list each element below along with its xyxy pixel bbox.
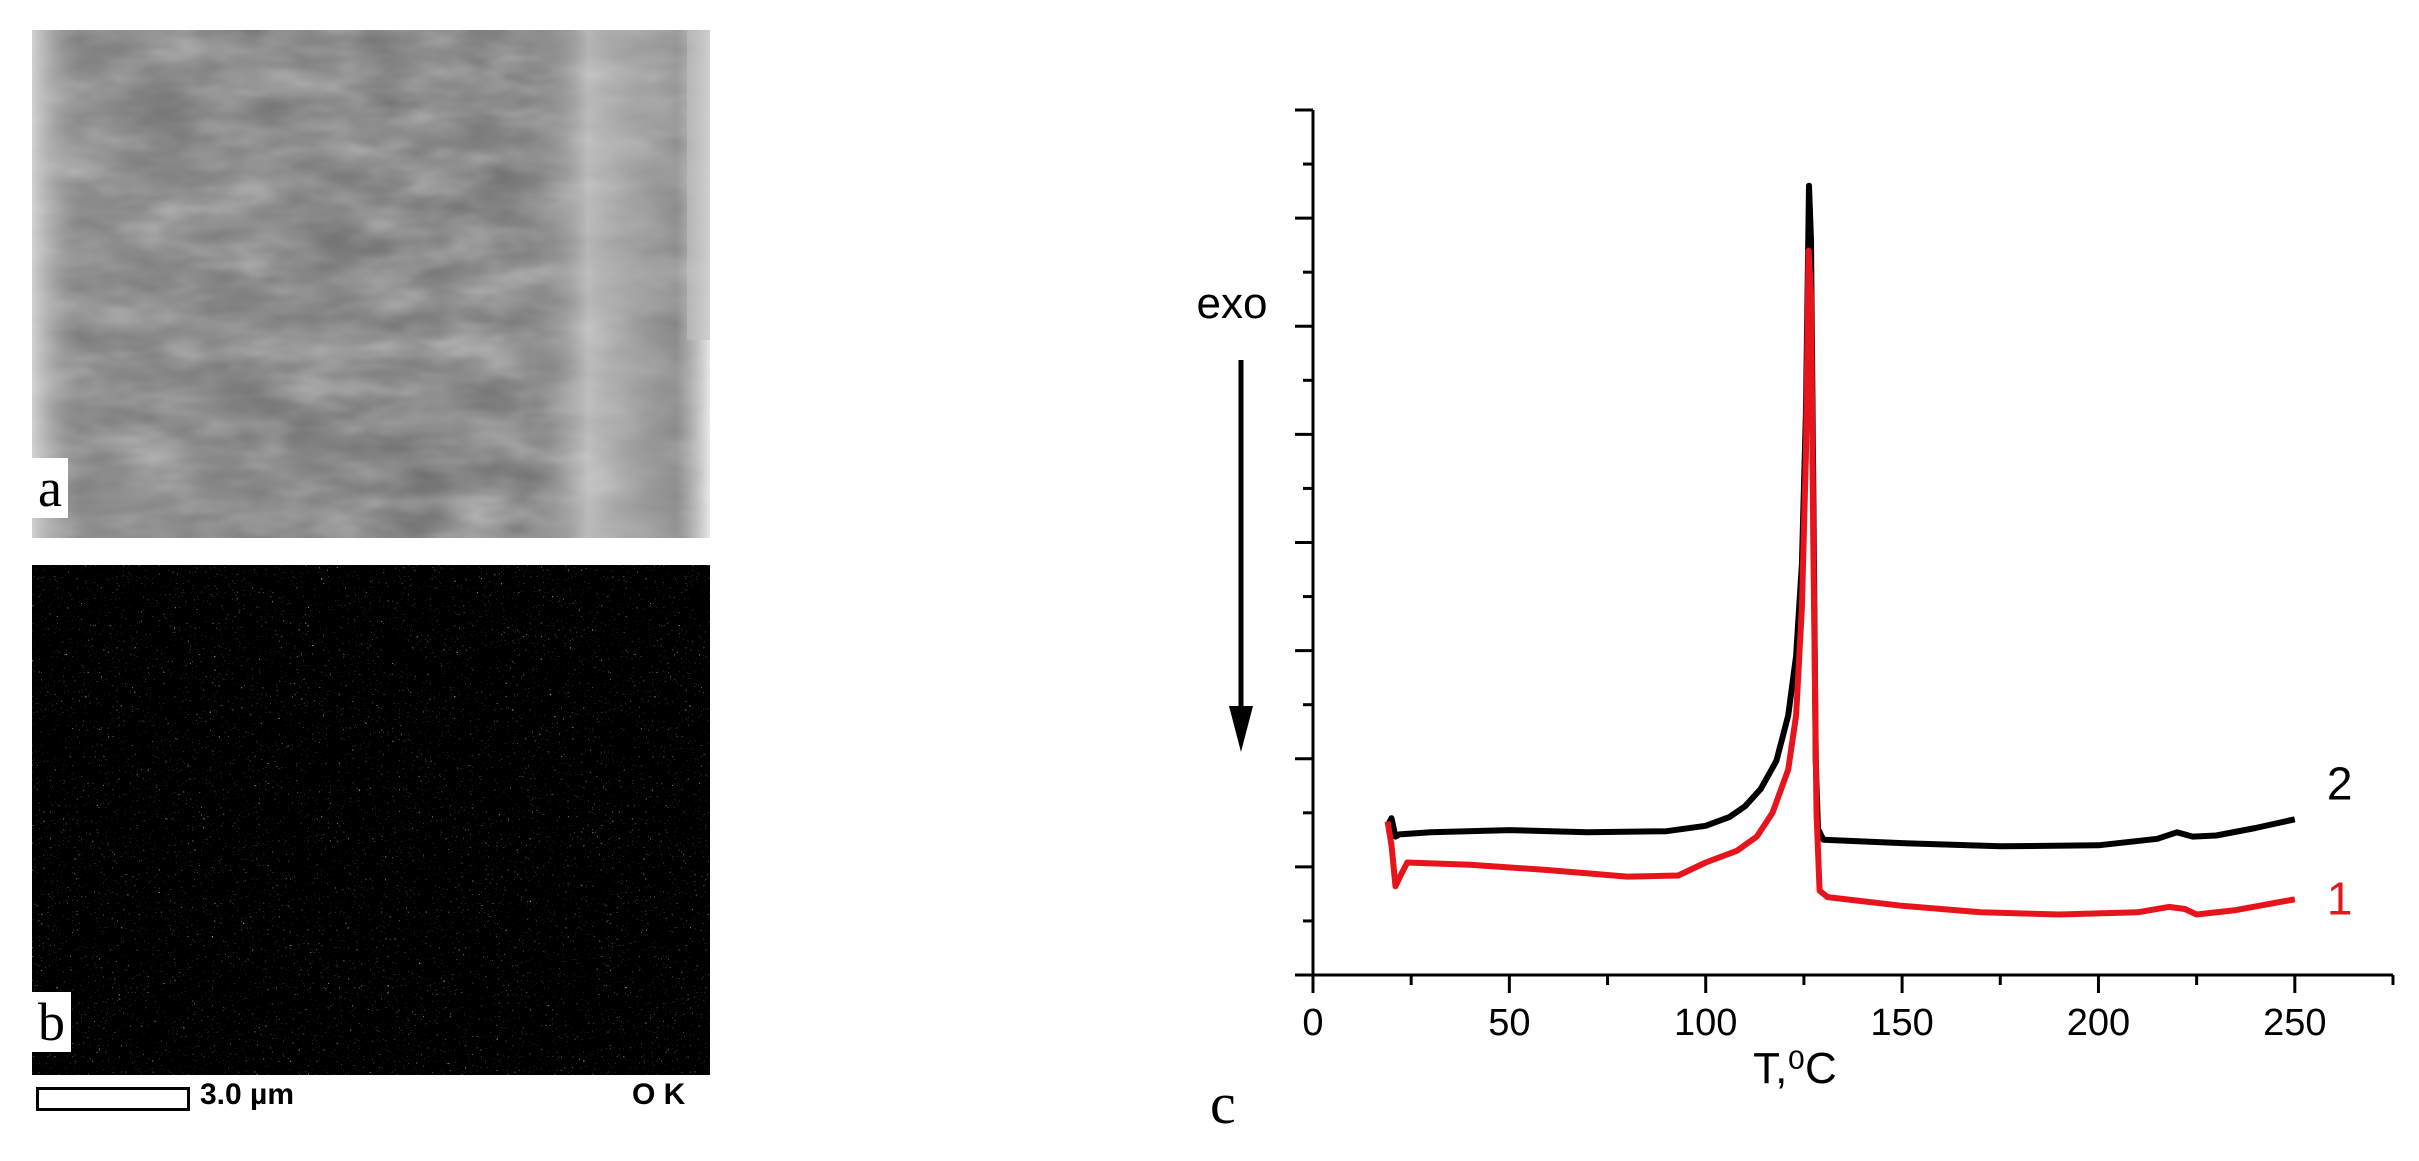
exo-arrow <box>1229 360 1253 752</box>
scale-bar-label: 3.0 µm <box>200 1078 294 1111</box>
x-tick-label: 100 <box>1674 1002 1737 1044</box>
chart-axes <box>1311 110 2393 977</box>
series-line-2 <box>1384 182 2296 850</box>
element-label: O K <box>632 1078 686 1111</box>
exo-annotation: exo <box>1197 279 1268 328</box>
chart-lines: 21 <box>1384 182 2353 924</box>
x-axis-label: T,⁰C <box>1753 1044 1837 1093</box>
series-label-2: 2 <box>2327 757 2353 809</box>
chart-ticks: 0 50 100 150 200 250 <box>1295 108 2395 1044</box>
x-tick-label: 150 <box>1870 1002 1933 1044</box>
x-tick-label: 50 <box>1488 1002 1530 1044</box>
eds-oxygen-map-image <box>32 565 710 1075</box>
sem-image-panel-a <box>32 30 710 538</box>
panel-a-label: a <box>32 458 68 518</box>
panel-b-label: b <box>32 992 71 1052</box>
eds-map-panel-b <box>32 565 710 1075</box>
panel-c-label: c <box>1210 1071 1236 1136</box>
scale-bar <box>36 1087 190 1111</box>
x-tick-label: 250 <box>2263 1002 2326 1044</box>
x-tick-label: 200 <box>2067 1002 2130 1044</box>
series-line-1 <box>1384 247 2296 918</box>
sem-micrograph-image <box>32 30 710 538</box>
series-label-1: 1 <box>2327 872 2353 924</box>
x-tick-label: 0 <box>1302 1002 1323 1044</box>
